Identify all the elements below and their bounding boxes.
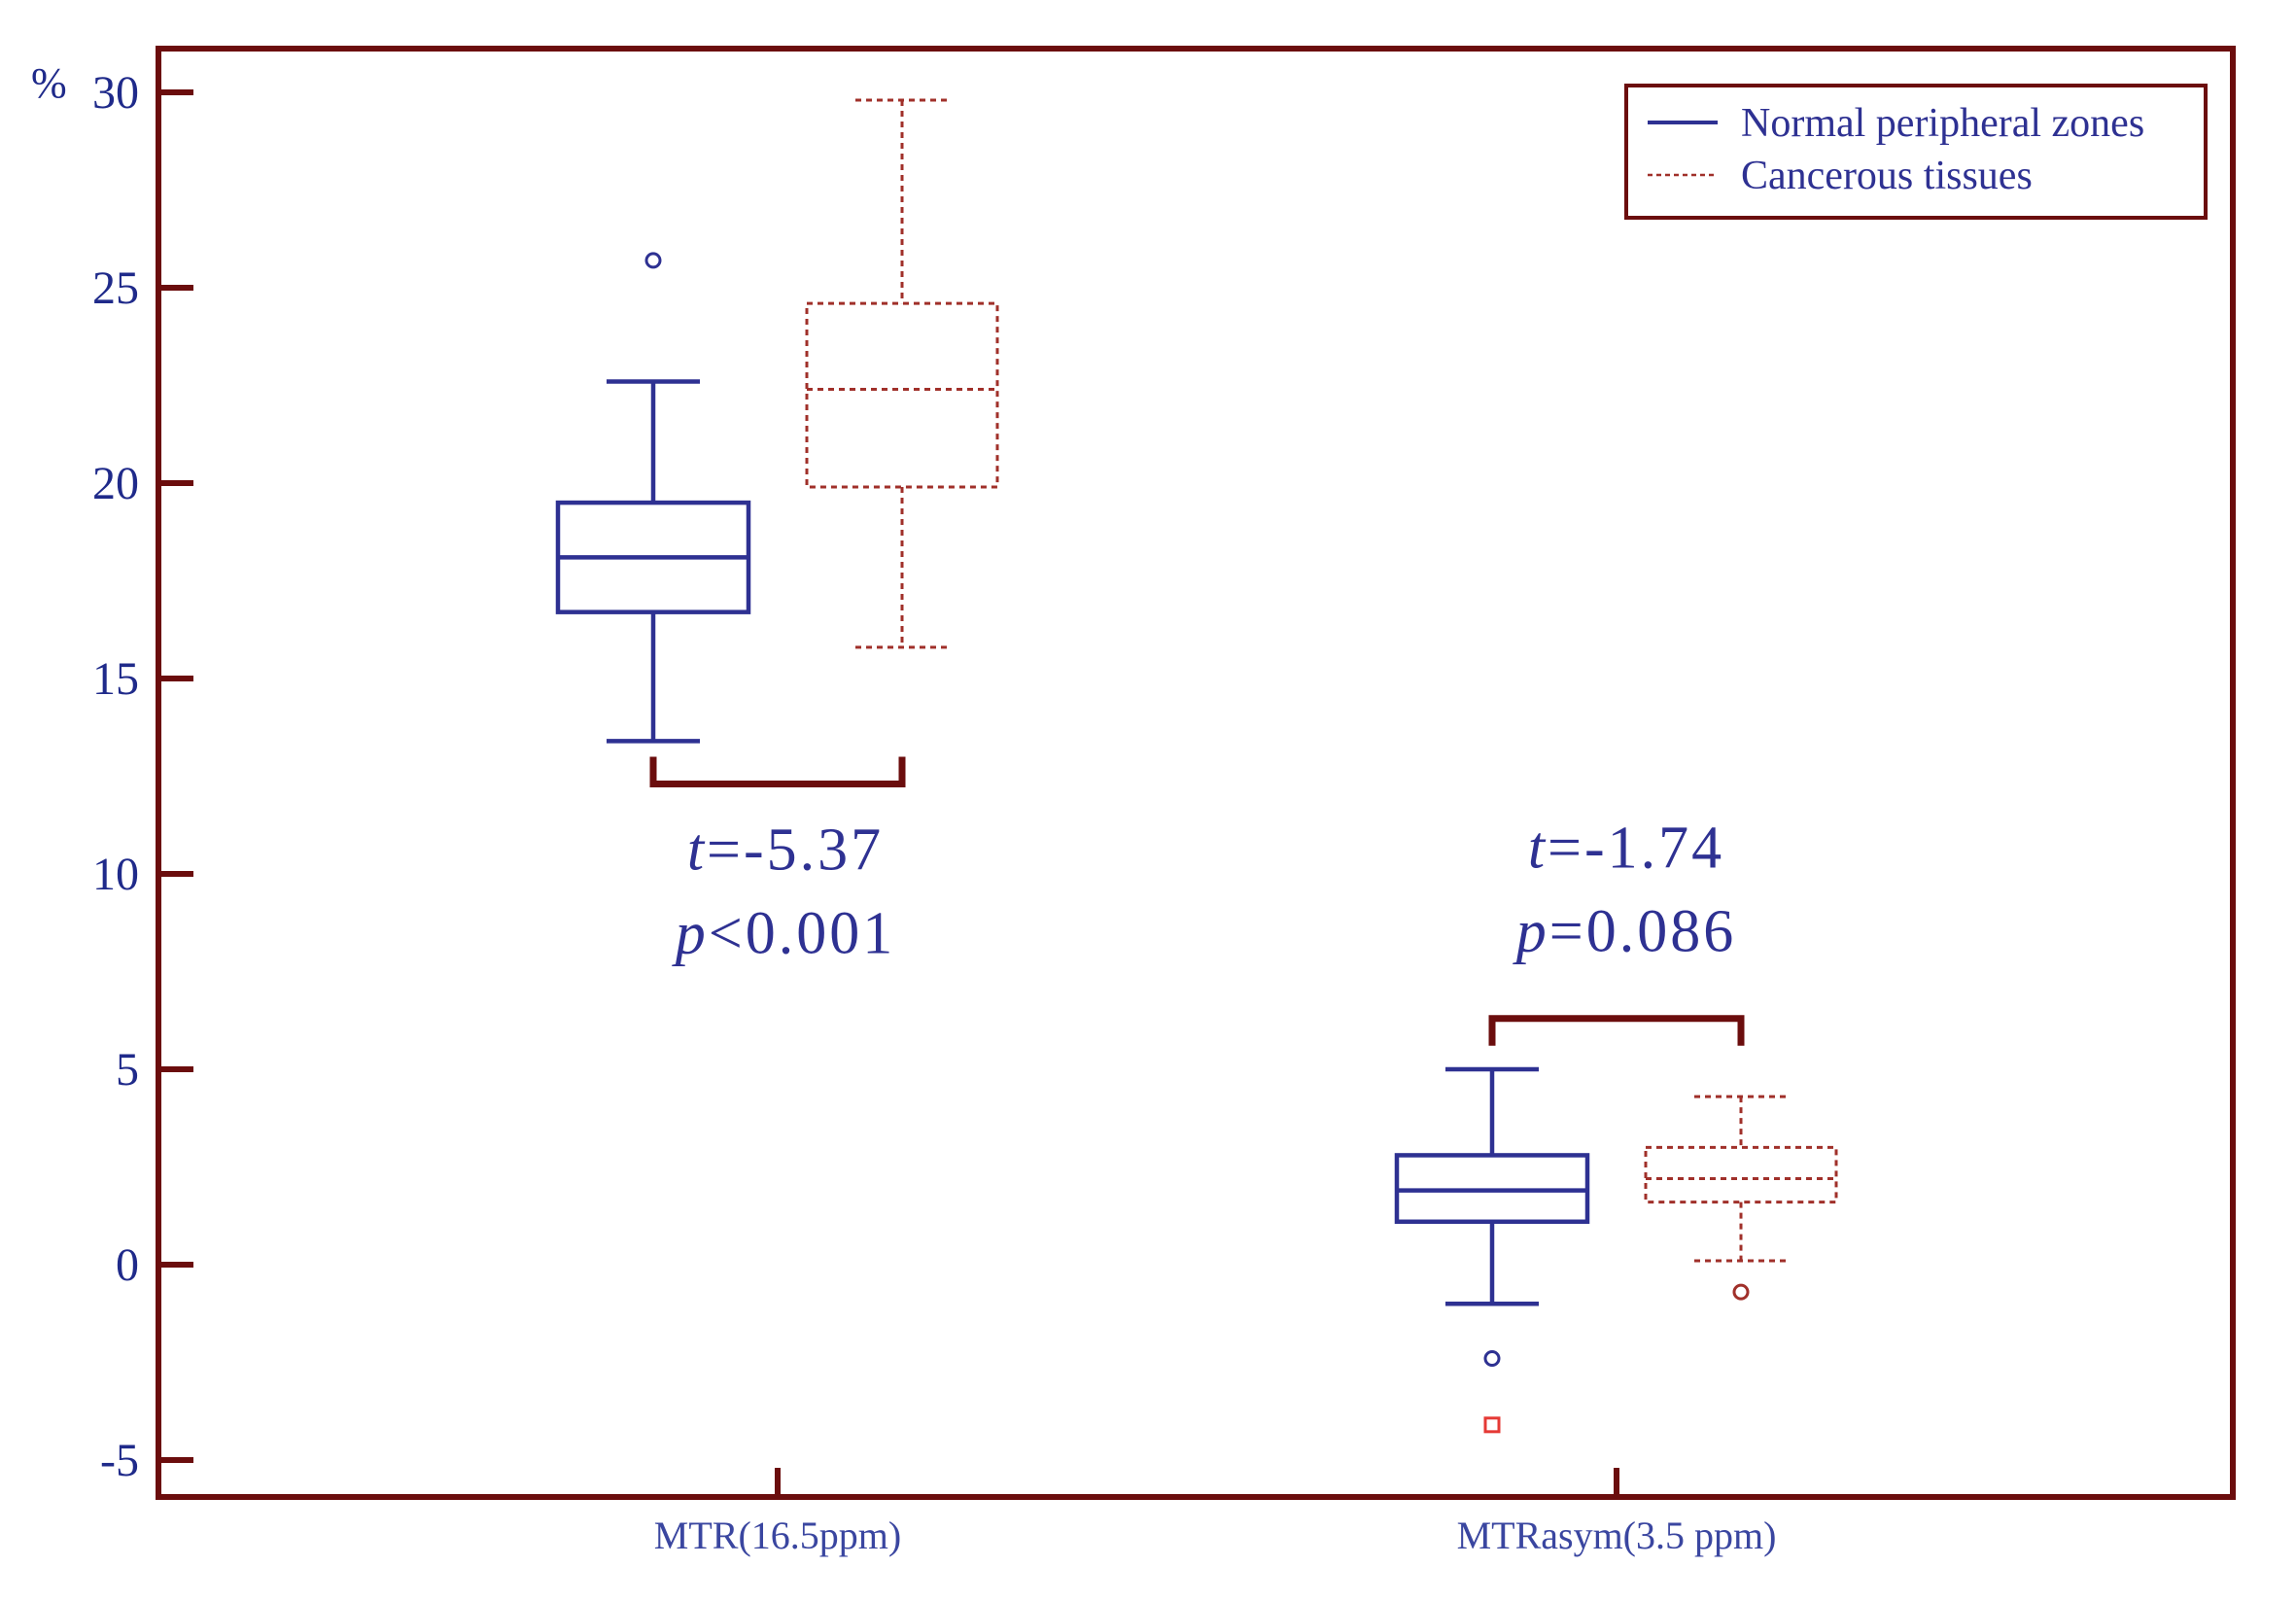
- y-tick-label: 25: [92, 262, 139, 314]
- stat-symbol: p: [672, 901, 709, 967]
- y-tick-label: 0: [116, 1239, 139, 1291]
- stat-value: =0.086: [1549, 899, 1736, 965]
- y-tick-label: 10: [92, 849, 139, 900]
- y-tick-label: -5: [100, 1435, 139, 1486]
- box-iqr: [1644, 1145, 1838, 1204]
- stat-annotation-line: p<0.001: [672, 901, 895, 967]
- outlier-point: [644, 252, 662, 269]
- plot-frame: [156, 46, 2236, 1500]
- stat-annotation-line: p=0.086: [1513, 899, 1736, 965]
- legend-label: Cancerous tissues: [1741, 154, 2033, 198]
- outlier-point: [1483, 1349, 1501, 1367]
- stat-value: =-5.37: [707, 818, 884, 884]
- y-axis-label: %: [31, 59, 67, 107]
- x-category-label: MTR(16.5ppm): [654, 1514, 901, 1557]
- comparison-bracket: [649, 756, 906, 788]
- x-category-label: MTRasym(3.5 ppm): [1457, 1514, 1777, 1557]
- legend-box: [1624, 84, 2208, 220]
- stat-symbol: t: [687, 818, 707, 884]
- stat-symbol: t: [1528, 816, 1548, 882]
- legend-label: Normal peripheral zones: [1741, 101, 2144, 146]
- y-tick-label: 30: [92, 67, 139, 119]
- y-tick-label: 20: [92, 458, 139, 509]
- stat-annotation-line: t=-1.74: [1528, 816, 1724, 882]
- stat-annotation-line: t=-5.37: [687, 818, 884, 884]
- y-tick-label: 15: [92, 653, 139, 705]
- box-iqr: [805, 301, 999, 489]
- comparison-bracket: [1488, 1015, 1745, 1046]
- outlier-point: [1732, 1283, 1750, 1301]
- stat-symbol: p: [1513, 899, 1549, 965]
- y-tick-label: 5: [116, 1044, 139, 1096]
- stat-value: =-1.74: [1548, 816, 1724, 882]
- stat-value: <0.001: [709, 901, 895, 967]
- outlier-square-marker: [1483, 1416, 1501, 1434]
